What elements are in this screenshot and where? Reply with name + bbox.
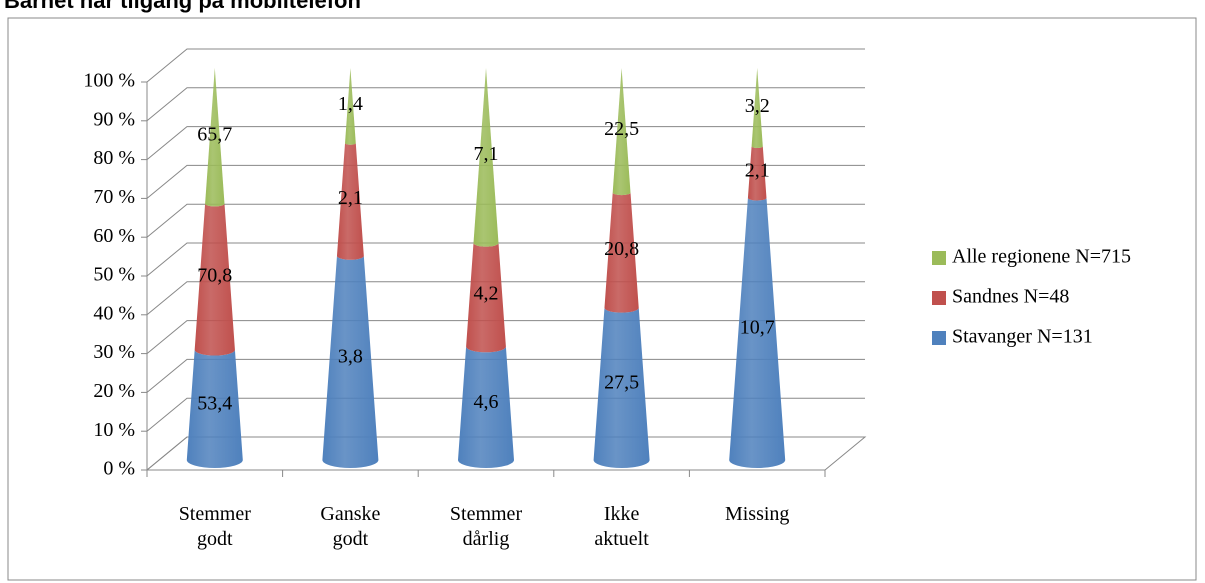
y-tick-label: 80 % xyxy=(93,147,135,169)
y-tick-label: 0 % xyxy=(103,458,135,480)
grid-line xyxy=(146,87,865,122)
data-label: 2,1 xyxy=(338,187,363,209)
x-tick-label: Stemmer dårlig xyxy=(450,503,523,550)
cone-segment xyxy=(612,68,631,196)
cone-segment xyxy=(205,68,225,207)
chart-title: Barnet har tilgang på mobiltelefon xyxy=(4,0,361,13)
x-tick-line: godt xyxy=(333,528,369,550)
cone-segment xyxy=(345,68,356,145)
y-tick-label: 100 % xyxy=(83,70,135,92)
x-tick-line: Stemmer xyxy=(450,503,523,525)
data-label: 22,5 xyxy=(604,118,639,140)
y-tick-label: 50 % xyxy=(93,264,135,286)
cone-segment xyxy=(458,346,514,468)
data-label: 3,2 xyxy=(745,95,770,117)
x-tick-label: Ikke aktuelt xyxy=(594,503,649,550)
data-label: 20,8 xyxy=(604,238,639,260)
data-label: 4,6 xyxy=(474,391,499,413)
data-label: 7,1 xyxy=(474,143,499,165)
data-label: 2,1 xyxy=(745,160,770,182)
y-tick-label: 10 % xyxy=(93,419,135,441)
data-label: 10,7 xyxy=(740,317,775,339)
grid-line xyxy=(146,242,865,277)
x-tick-line: Stemmer xyxy=(179,503,252,525)
cone-segment xyxy=(194,203,235,356)
y-tick-label: 60 % xyxy=(93,225,135,247)
legend-swatch xyxy=(932,331,946,345)
data-label: 1,4 xyxy=(338,93,363,115)
data-label: 53,4 xyxy=(197,392,232,414)
y-tick-label: 90 % xyxy=(93,108,135,130)
x-tick-line: godt xyxy=(197,528,233,550)
y-tick-label: 40 % xyxy=(93,302,135,324)
data-label: 27,5 xyxy=(604,371,639,393)
x-tick-label: Stemmer godt xyxy=(179,503,252,550)
grid-line xyxy=(146,126,865,160)
legend-swatch xyxy=(932,251,946,265)
y-tick-label: 70 % xyxy=(93,186,135,208)
x-tick-line: Missing xyxy=(725,503,789,525)
legend-label: Sandnes N=48 xyxy=(952,286,1069,308)
cone-segment xyxy=(473,68,499,247)
cone-segment xyxy=(729,197,786,468)
cone-segment xyxy=(751,68,763,148)
x-tick-label: Missing xyxy=(725,503,789,525)
x-tick-line: dårlig xyxy=(463,528,510,550)
grid-line xyxy=(146,281,865,316)
x-tick-line: aktuelt xyxy=(594,528,649,550)
data-label: 65,7 xyxy=(197,123,232,145)
x-tick-label: Ganske godt xyxy=(320,503,380,550)
cone-segment xyxy=(466,243,506,353)
data-label: 3,8 xyxy=(338,346,363,368)
grid-line xyxy=(146,164,865,199)
cone-segment xyxy=(593,307,650,468)
data-label: 4,2 xyxy=(474,282,499,304)
cone-segment xyxy=(336,143,364,260)
cone-segment xyxy=(747,146,767,201)
cone-segment xyxy=(604,192,639,313)
y-tick-label: 20 % xyxy=(93,380,135,402)
grid-line xyxy=(146,203,865,238)
x-tick-line: Ganske xyxy=(320,503,380,525)
data-label: 70,8 xyxy=(197,264,232,286)
cone-segment xyxy=(186,349,243,468)
grid-line xyxy=(146,48,865,83)
legend-label: Stavanger N=131 xyxy=(952,326,1093,348)
y-tick-label: 30 % xyxy=(93,341,135,363)
cone-segment xyxy=(322,255,379,468)
legend-label: Alle regionene N=715 xyxy=(952,246,1131,268)
legend-swatch xyxy=(932,291,946,305)
x-tick-line: Ikke xyxy=(604,503,640,525)
